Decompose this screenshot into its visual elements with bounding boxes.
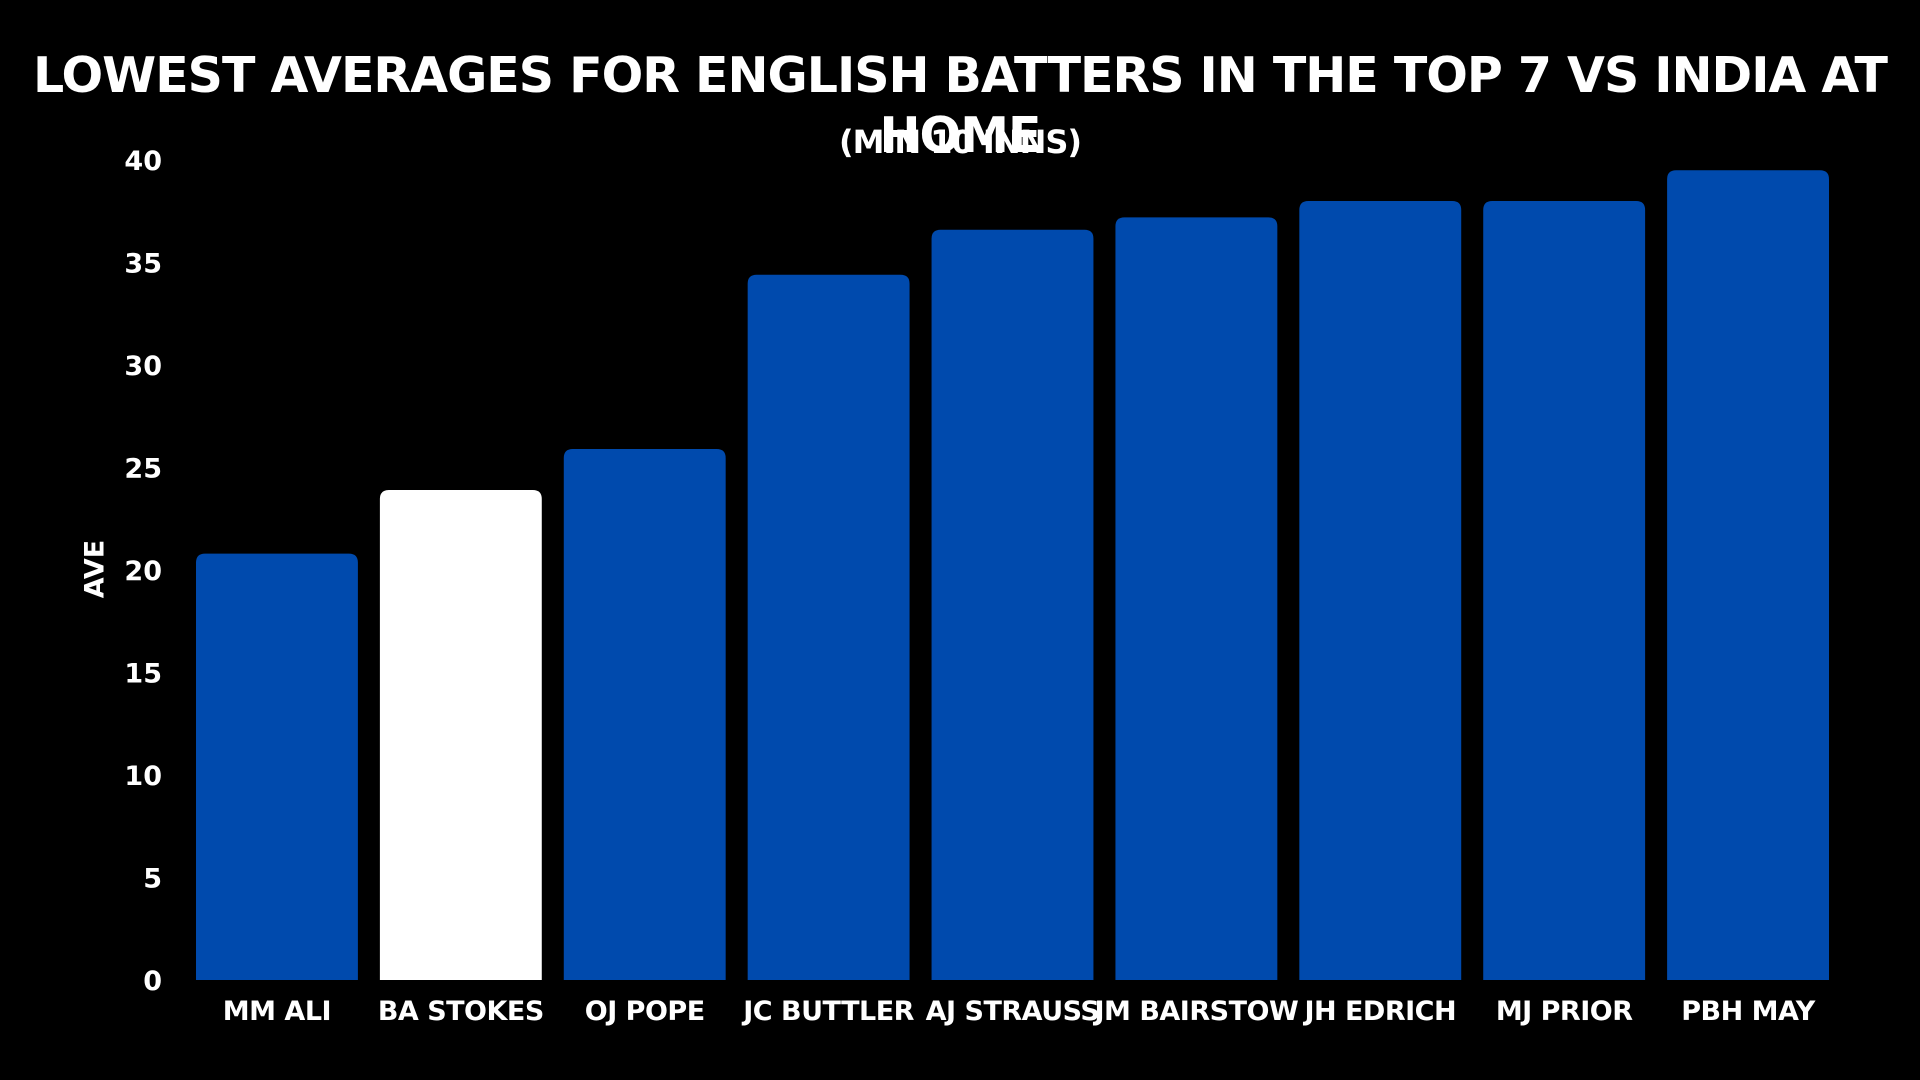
x-tick-label: PBH MAY [1681,996,1816,1027]
y-tick-label: 0 [143,966,162,997]
bar-jh-edrich [1299,201,1462,980]
bar-aj-strauss [931,229,1094,980]
bar-pbh-may [1667,170,1829,980]
x-tick-label: JC BUTTLER [741,996,914,1027]
bar-jm-bairstow [1115,217,1278,980]
chart-subtitle: (MIN 10 INNS) [838,123,1082,161]
y-tick-label: 40 [124,146,162,177]
x-tick-label: MM ALI [223,996,331,1027]
bar-mj-prior [1483,201,1646,980]
y-tick-label: 30 [124,351,162,382]
chart-title: LOWEST AVERAGES FOR ENGLISH BATTERS IN T… [33,47,1888,164]
y-tick-label: 35 [124,249,162,280]
bar-oj-pope [563,449,726,980]
y-tick-label: 5 [143,864,162,895]
x-axis: MM ALI BA STOKES OJ POPE JC BUTTLER AJ STRAU… [223,996,1816,1027]
y-tick-label: 15 [124,659,162,690]
bar-mm-ali [196,553,358,980]
x-tick-label: OJ POPE [585,996,705,1027]
x-tick-label: JM BAIRSTOW [1093,996,1299,1027]
y-tick-label: 10 [124,761,162,792]
x-tick-label: AJ STRAUSS [926,996,1100,1027]
bars-group [196,170,1829,980]
y-axis: 0 5 10 15 20 25 30 35 40 [124,146,162,997]
bar-ba-stokes [379,490,542,980]
y-tick-label: 20 [124,556,162,587]
x-tick-label: BA STOKES [378,996,544,1027]
bar-jc-buttler [747,274,910,980]
x-tick-label: MJ PRIOR [1496,996,1633,1027]
x-tick-label: JH EDRICH [1302,996,1456,1027]
y-tick-label: 25 [124,454,162,485]
